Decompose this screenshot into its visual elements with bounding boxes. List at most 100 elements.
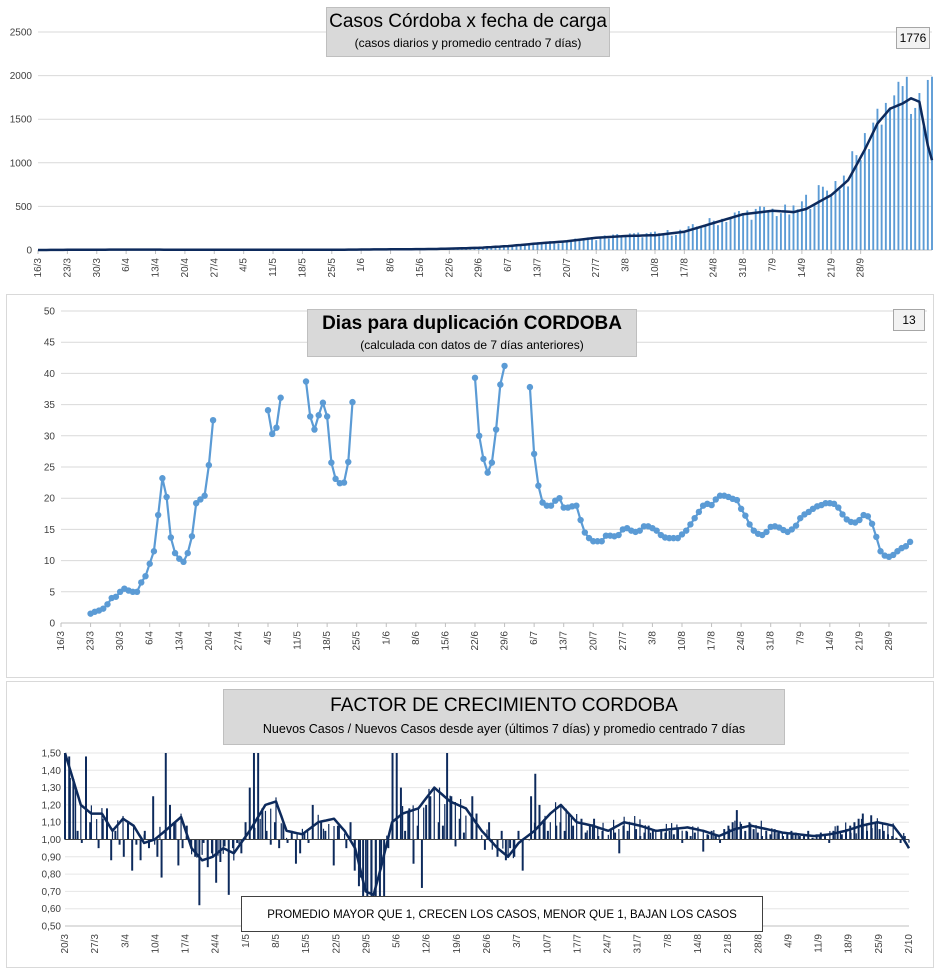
growth-bar [777, 832, 780, 840]
growth-bar [750, 823, 752, 840]
doubling-point [530, 450, 538, 458]
growth-bar [90, 805, 92, 840]
growth-bar [127, 828, 129, 840]
growth-bar [168, 804, 171, 840]
cases-bar [855, 155, 858, 250]
cases-x-tick: 3/8 [621, 258, 632, 272]
cases-bar [826, 190, 829, 250]
growth-bar [437, 822, 440, 840]
growth-bar [752, 829, 755, 840]
doubling-point [269, 430, 276, 438]
growth-bar [693, 832, 696, 840]
cases-bar [704, 225, 707, 250]
growth-x-tick: 3/7 [512, 934, 523, 948]
cases-bar [666, 230, 669, 250]
doubling-x-tick: 13/7 [559, 631, 570, 651]
growth-bar [387, 839, 390, 849]
growth-bar [655, 831, 657, 840]
doubling-point [104, 601, 111, 608]
doubling-x-tick: 1/6 [381, 631, 392, 645]
growth-bar [686, 831, 689, 840]
cases-bar [922, 126, 925, 250]
growth-bar [118, 839, 121, 845]
growth-y-tick: 1,00 [42, 835, 62, 846]
cases-x-tick: 23/3 [62, 258, 73, 278]
doubling-point [142, 573, 149, 580]
cases-bar [649, 232, 652, 250]
doubling-x-tick: 20/4 [204, 631, 215, 651]
doubling-point [100, 605, 107, 612]
growth-bar [850, 832, 852, 840]
doubling-point [163, 493, 170, 501]
growth-bar [689, 836, 692, 840]
growth-bar [365, 839, 367, 892]
growth-x-tick: 3/4 [120, 934, 131, 948]
doubling-x-tick: 16/3 [56, 631, 67, 651]
growth-bar [628, 821, 631, 840]
growth-bar [660, 837, 662, 840]
growth-bar [756, 832, 759, 840]
growth-bar [876, 818, 878, 840]
growth-bar [362, 839, 365, 901]
cases-bar [737, 210, 740, 250]
cases-average-line [38, 97, 934, 252]
growth-y-tick: 0,80 [42, 870, 62, 881]
growth-bar [871, 828, 873, 840]
growth-bar [380, 839, 383, 870]
doubling-point [906, 538, 914, 546]
growth-bar [238, 839, 240, 845]
doubling-point [345, 458, 352, 466]
growth-bar [776, 833, 778, 840]
growth-x-tick: 17/7 [572, 934, 583, 954]
growth-bar [408, 808, 411, 840]
growth-x-tick: 8/5 [271, 934, 282, 948]
growth-bar [702, 839, 705, 852]
growth-bar [718, 835, 720, 840]
doubling-point [205, 461, 213, 469]
cases-bar [805, 194, 808, 250]
doubling-point [674, 534, 681, 542]
growth-bar [291, 832, 293, 840]
growth-bar [222, 839, 224, 854]
growth-bar [286, 839, 289, 843]
growth-bar [96, 819, 98, 840]
growth-x-tick: 1/5 [241, 934, 252, 948]
growth-bar [454, 839, 457, 847]
cases-bar [851, 151, 854, 250]
doubling-x-tick: 11/5 [293, 631, 304, 650]
doubling-point [302, 378, 310, 385]
doubling-x-tick: 13/4 [174, 631, 185, 651]
cases-bar [847, 186, 850, 250]
growth-bar [64, 761, 66, 840]
growth-bar [285, 837, 288, 840]
growth-bar [518, 836, 520, 840]
growth-bar [122, 839, 125, 857]
cases-bar [519, 245, 522, 250]
doubling-y-tick: 20 [44, 494, 56, 505]
growth-bar [870, 815, 873, 840]
doubling-point [691, 514, 698, 522]
cases-bar [880, 124, 883, 250]
cases-bar [498, 246, 501, 250]
growth-y-tick: 1,20 [42, 800, 62, 811]
cases-bar [918, 93, 921, 250]
doubling-chart-subtitle: (calculada con datos de 7 días anteriore… [360, 338, 584, 352]
growth-bar [740, 823, 743, 840]
growth-y-tick: 1,50 [42, 749, 62, 760]
growth-bar [891, 836, 894, 840]
growth-bar [391, 830, 393, 840]
growth-bar [458, 818, 461, 840]
growth-bar [665, 823, 667, 840]
growth-bar [454, 801, 456, 840]
cases-bar [683, 230, 686, 250]
growth-bar [899, 839, 902, 843]
cases-bar [725, 222, 728, 250]
growth-bar [622, 825, 625, 840]
cases-x-tick: 16/3 [33, 258, 44, 278]
cases-bar [754, 208, 757, 250]
growth-bar [798, 836, 801, 840]
doubling-line-segment [90, 420, 215, 615]
doubling-x-tick: 23/3 [86, 631, 97, 651]
growth-bar [227, 839, 230, 846]
growth-bar [462, 832, 465, 840]
